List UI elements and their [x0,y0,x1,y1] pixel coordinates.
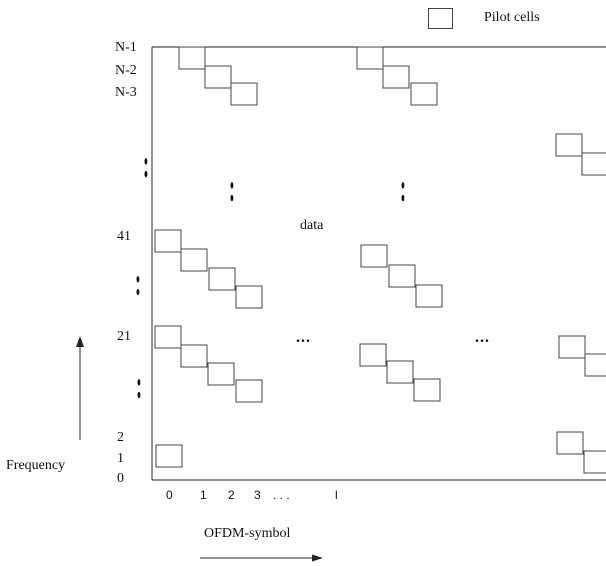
pilot-cell [410,82,438,106]
pilot-cell [154,325,182,349]
symbol-tick-1: 1 [200,488,207,502]
pilot-cell [360,244,388,268]
pilot-cell [235,285,263,309]
legend-pilot-cell-swatch [428,8,453,29]
pilot-cell [180,248,208,272]
vertical-ellipsis-left-upper: : [143,142,149,186]
symbol-tick-3: 3 [254,488,261,502]
pilot-cell [388,264,416,288]
pilot-cell [556,431,584,455]
pilot-cell [207,362,235,386]
vertical-ellipsis-left-lower: : [136,363,142,407]
symbol-tick-2: 2 [228,488,235,502]
freq-label-0: 0 [117,471,124,486]
freq-label-n-2: N-2 [115,63,137,78]
pilot-cell [208,267,236,291]
pilot-cell [235,379,263,403]
freq-label-21: 21 [117,329,131,344]
pilot-cells-group [154,46,606,474]
freq-label-2: 2 [117,430,124,445]
freq-label-1: 1 [117,451,124,466]
vertical-ellipsis-grid-left: : [229,166,235,210]
symbol-tick-ellipsis: . . . [273,488,290,502]
pilot-cell [154,229,182,253]
freq-label-n-3: N-3 [115,85,137,100]
freq-label-41: 41 [117,229,131,244]
pilot-cell [382,65,410,89]
frequency-axis-label: Frequency [6,458,66,473]
freq-label-n-1: N-1 [115,40,137,55]
pilot-cell [180,344,208,368]
vertical-ellipsis-left-middle: : [135,260,141,304]
pilot-cell [178,46,206,70]
data-label: data [300,218,324,233]
pilot-cell [415,284,443,308]
frequency-arrow-head [76,336,84,347]
pilot-cell [356,46,384,70]
pilot-cell [584,353,606,377]
pilot-cell [359,343,387,367]
pilot-cell [583,450,606,474]
symbol-tick-l: l [335,488,338,502]
symbol-tick-0: 0 [166,488,173,502]
ofdm-symbol-axis-label: OFDM-symbol [204,526,291,541]
ofdm-arrow-head [312,554,323,562]
legend-label: Pilot cells [484,10,540,25]
pilot-cell [386,360,414,384]
horizontal-ellipsis-right: ... [475,329,490,346]
horizontal-ellipsis-left: ... [296,329,311,346]
pilot-cell [581,152,606,176]
pilot-cell [555,133,583,157]
pilot-cell [558,335,586,359]
vertical-ellipsis-grid-right: : [400,166,406,210]
pilot-cell [413,378,441,402]
pilot-cell [204,65,232,89]
pilot-cell [155,444,183,468]
pilot-cell [230,82,258,106]
